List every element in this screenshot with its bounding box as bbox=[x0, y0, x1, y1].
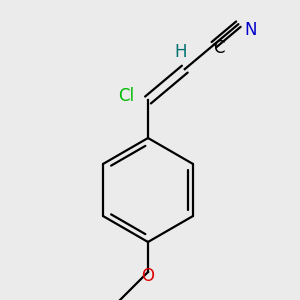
Text: H: H bbox=[175, 43, 187, 61]
Text: O: O bbox=[142, 267, 154, 285]
Text: C: C bbox=[213, 39, 225, 57]
Text: N: N bbox=[244, 21, 256, 39]
Text: Cl: Cl bbox=[118, 87, 134, 105]
